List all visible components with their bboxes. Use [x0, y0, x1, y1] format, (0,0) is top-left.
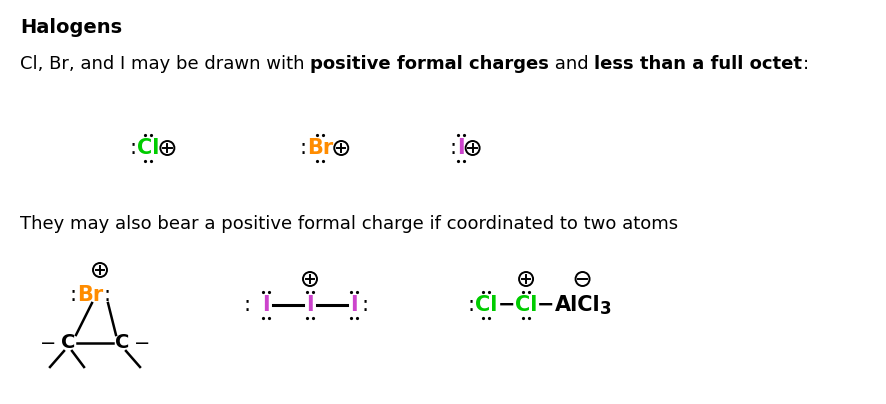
Text: −: −: [40, 333, 56, 353]
Text: less than a full octet: less than a full octet: [595, 55, 803, 73]
Text: Cl: Cl: [137, 138, 159, 158]
Text: −: −: [537, 295, 555, 315]
Text: Cl: Cl: [475, 295, 497, 315]
Text: Cl: Cl: [515, 295, 537, 315]
Text: :: :: [450, 138, 457, 158]
Text: :: :: [70, 285, 77, 305]
Text: −: −: [134, 333, 151, 353]
Text: 3: 3: [601, 300, 612, 318]
Text: :: :: [130, 138, 137, 158]
Text: I: I: [307, 295, 314, 315]
Text: C: C: [61, 333, 75, 353]
Text: positive formal charges: positive formal charges: [310, 55, 549, 73]
Text: Br: Br: [307, 138, 333, 158]
Text: I: I: [262, 295, 270, 315]
Text: and: and: [549, 55, 595, 73]
Text: Halogens: Halogens: [20, 18, 122, 37]
Text: :: :: [803, 55, 809, 73]
Text: −: −: [497, 295, 515, 315]
Text: :: :: [104, 285, 110, 305]
Text: I: I: [457, 138, 464, 158]
Text: Br: Br: [77, 285, 104, 305]
Text: I: I: [350, 295, 358, 315]
Text: :: :: [244, 295, 251, 315]
Text: C: C: [115, 333, 129, 353]
Text: Cl, Br, and I may be drawn with: Cl, Br, and I may be drawn with: [20, 55, 310, 73]
Text: AlCl: AlCl: [555, 295, 601, 315]
Text: :: :: [362, 295, 369, 315]
Text: :: :: [300, 138, 307, 158]
Text: They may also bear a positive formal charge if coordinated to two atoms: They may also bear a positive formal cha…: [20, 215, 678, 233]
Text: :: :: [468, 295, 475, 315]
